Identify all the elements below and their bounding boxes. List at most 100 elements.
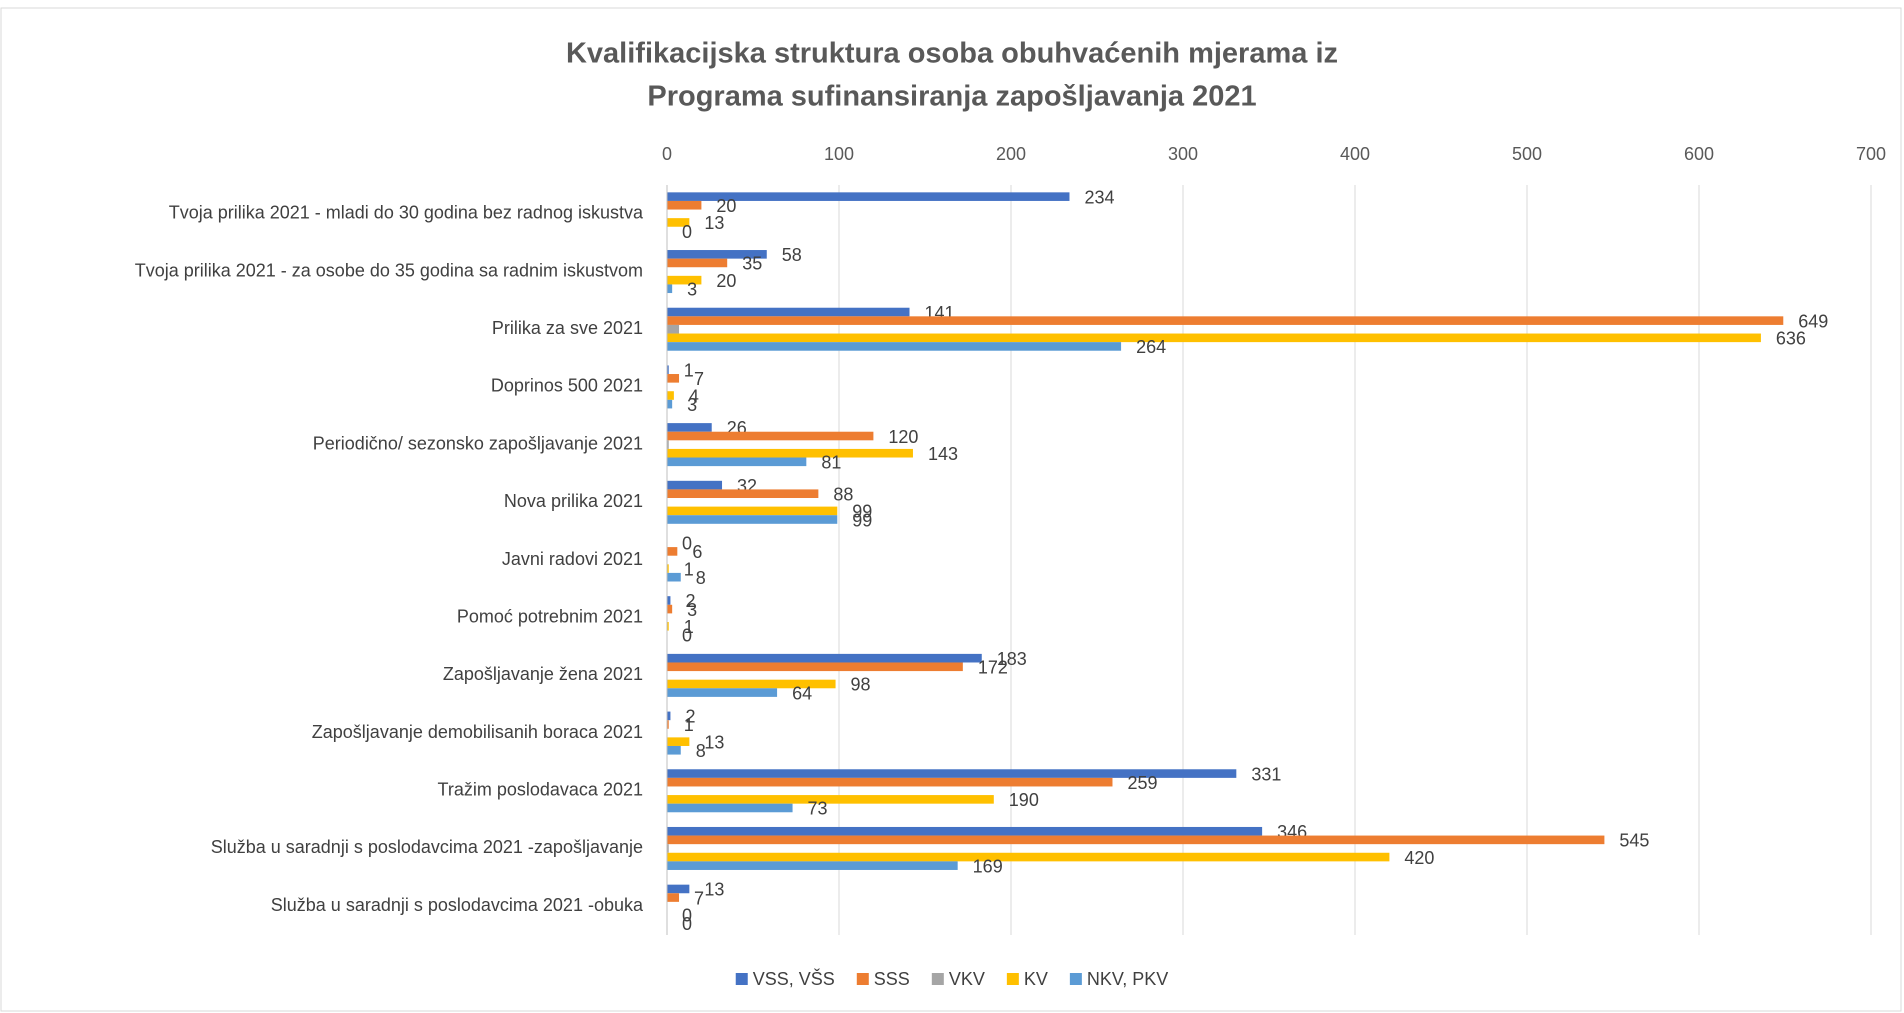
bar [667, 489, 819, 499]
data-label: 264 [1136, 337, 1166, 357]
bar [667, 720, 669, 729]
data-label: 13 [704, 880, 724, 900]
bar [667, 893, 680, 902]
data-label: 143 [928, 444, 958, 464]
bar [667, 596, 671, 605]
y-tick-label: Tvoja prilika 2021 - mladi do 30 godina … [169, 203, 644, 223]
legend-swatch [1006, 973, 1019, 985]
bar [667, 688, 778, 697]
data-label: 20 [716, 196, 736, 216]
bar [667, 795, 994, 804]
bar [667, 547, 678, 556]
data-label: 2 [685, 591, 695, 611]
data-label: 81 [821, 453, 841, 473]
bar [667, 307, 910, 317]
bar [667, 769, 1237, 778]
bar [667, 448, 913, 458]
data-label: 183 [997, 649, 1027, 669]
x-tick-label: 700 [1856, 144, 1886, 164]
data-label: 1 [684, 559, 694, 579]
bar [667, 803, 793, 813]
chart-title: Programa sufinansiranja zapošljavanja 20… [647, 81, 1256, 113]
data-label: 2 [685, 707, 695, 727]
data-label: 0 [682, 222, 692, 242]
data-label: 8 [696, 568, 706, 588]
x-tick-label: 500 [1512, 144, 1542, 164]
data-label: 0 [682, 906, 692, 926]
data-label: 13 [704, 213, 724, 233]
x-tick-label: 400 [1340, 144, 1370, 164]
bar [667, 777, 1113, 787]
y-tick-label: Doprinos 500 2021 [491, 376, 643, 396]
data-label: 120 [888, 427, 918, 447]
y-tick-label: Zapošljavanje žena 2021 [443, 664, 643, 684]
data-label: 331 [1251, 764, 1281, 784]
data-label: 1 [684, 715, 694, 735]
data-label: 259 [1127, 773, 1157, 793]
data-label: 3 [687, 395, 697, 415]
data-label: 172 [978, 658, 1008, 678]
bar [667, 258, 728, 268]
bar [667, 506, 838, 516]
chart-title: Kvalifikacijska struktura osoba obuhvaće… [566, 38, 1338, 70]
data-label: 99 [852, 502, 872, 522]
bar [667, 374, 680, 383]
bar [667, 515, 838, 524]
bar [667, 826, 1263, 836]
y-tick-label: Zapošljavanje demobilisanih boraca 2021 [312, 722, 643, 742]
data-label: 73 [808, 799, 828, 819]
bar [667, 423, 712, 432]
data-label: 13 [704, 732, 724, 752]
legend-swatch [856, 973, 869, 985]
y-tick-label: Prilika za sve 2021 [492, 318, 643, 338]
data-label: 0 [682, 626, 692, 646]
x-tick-label: 200 [996, 144, 1026, 164]
y-tick-label: Pomoć potrebnim 2021 [457, 606, 643, 626]
data-label: 99 [852, 510, 872, 530]
bar [667, 621, 669, 631]
bar [667, 365, 669, 375]
y-tick-label: Služba u saradnji s poslodavcima 2021 -z… [211, 837, 643, 857]
bar [667, 745, 681, 755]
bar [667, 440, 669, 449]
legend-swatch [1069, 973, 1082, 985]
legend-swatch [931, 973, 944, 985]
bar [667, 192, 1070, 201]
data-label: 234 [1084, 187, 1114, 207]
data-label: 169 [973, 856, 1003, 876]
bar [667, 835, 1605, 845]
legend-label: VSS, VŠS [753, 968, 835, 989]
x-tick-label: 300 [1168, 144, 1198, 164]
bar [667, 653, 982, 663]
legend-label: NKV, PKV [1087, 969, 1168, 989]
bar [667, 284, 673, 294]
y-tick-label: Tražim poslodavaca 2021 [438, 780, 643, 800]
x-tick-label: 600 [1684, 144, 1714, 164]
bar [667, 604, 673, 614]
data-label: 4 [689, 386, 699, 406]
bar [667, 844, 669, 853]
bar [667, 275, 702, 285]
data-label: 7 [694, 888, 704, 908]
legend: VSS, VŠS SSS VKV KV NKV, PKV [735, 968, 1168, 989]
data-label: 0 [682, 534, 692, 554]
bar [667, 852, 1390, 862]
y-tick-label: Periodično/ sezonsko zapošljavanje 2021 [313, 433, 643, 453]
legend-swatch [735, 973, 748, 985]
data-label: 190 [1009, 790, 1039, 810]
bar [667, 737, 690, 746]
data-label: 7 [694, 369, 704, 389]
bar [667, 218, 690, 227]
data-label: 8 [696, 741, 706, 761]
data-label: 636 [1776, 329, 1806, 349]
bar [667, 250, 767, 259]
y-tick-label: Nova prilika 2021 [504, 491, 643, 511]
data-label: 1 [684, 617, 694, 637]
x-tick-label: 100 [824, 144, 854, 164]
data-label: 3 [687, 600, 697, 620]
x-tick-label: 0 [662, 144, 672, 164]
bar [667, 316, 1784, 325]
data-label: 420 [1404, 848, 1434, 868]
legend-label: SSS [874, 969, 910, 989]
